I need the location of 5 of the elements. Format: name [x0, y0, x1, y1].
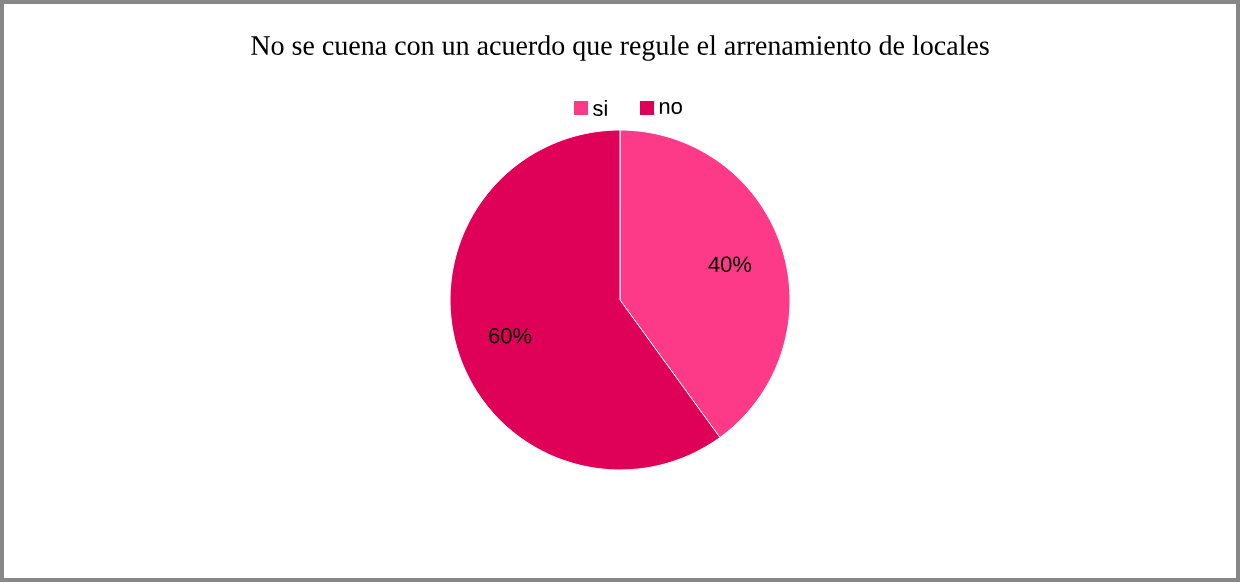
data-label: 40%	[708, 256, 752, 273]
data-label: 60%	[489, 327, 532, 344]
chart-title: No se cuena con un acuerdo que regule el arrenamiento de locales	[251, 35, 989, 61]
legend-label: si	[593, 99, 607, 117]
legend-label: no	[659, 101, 682, 115]
